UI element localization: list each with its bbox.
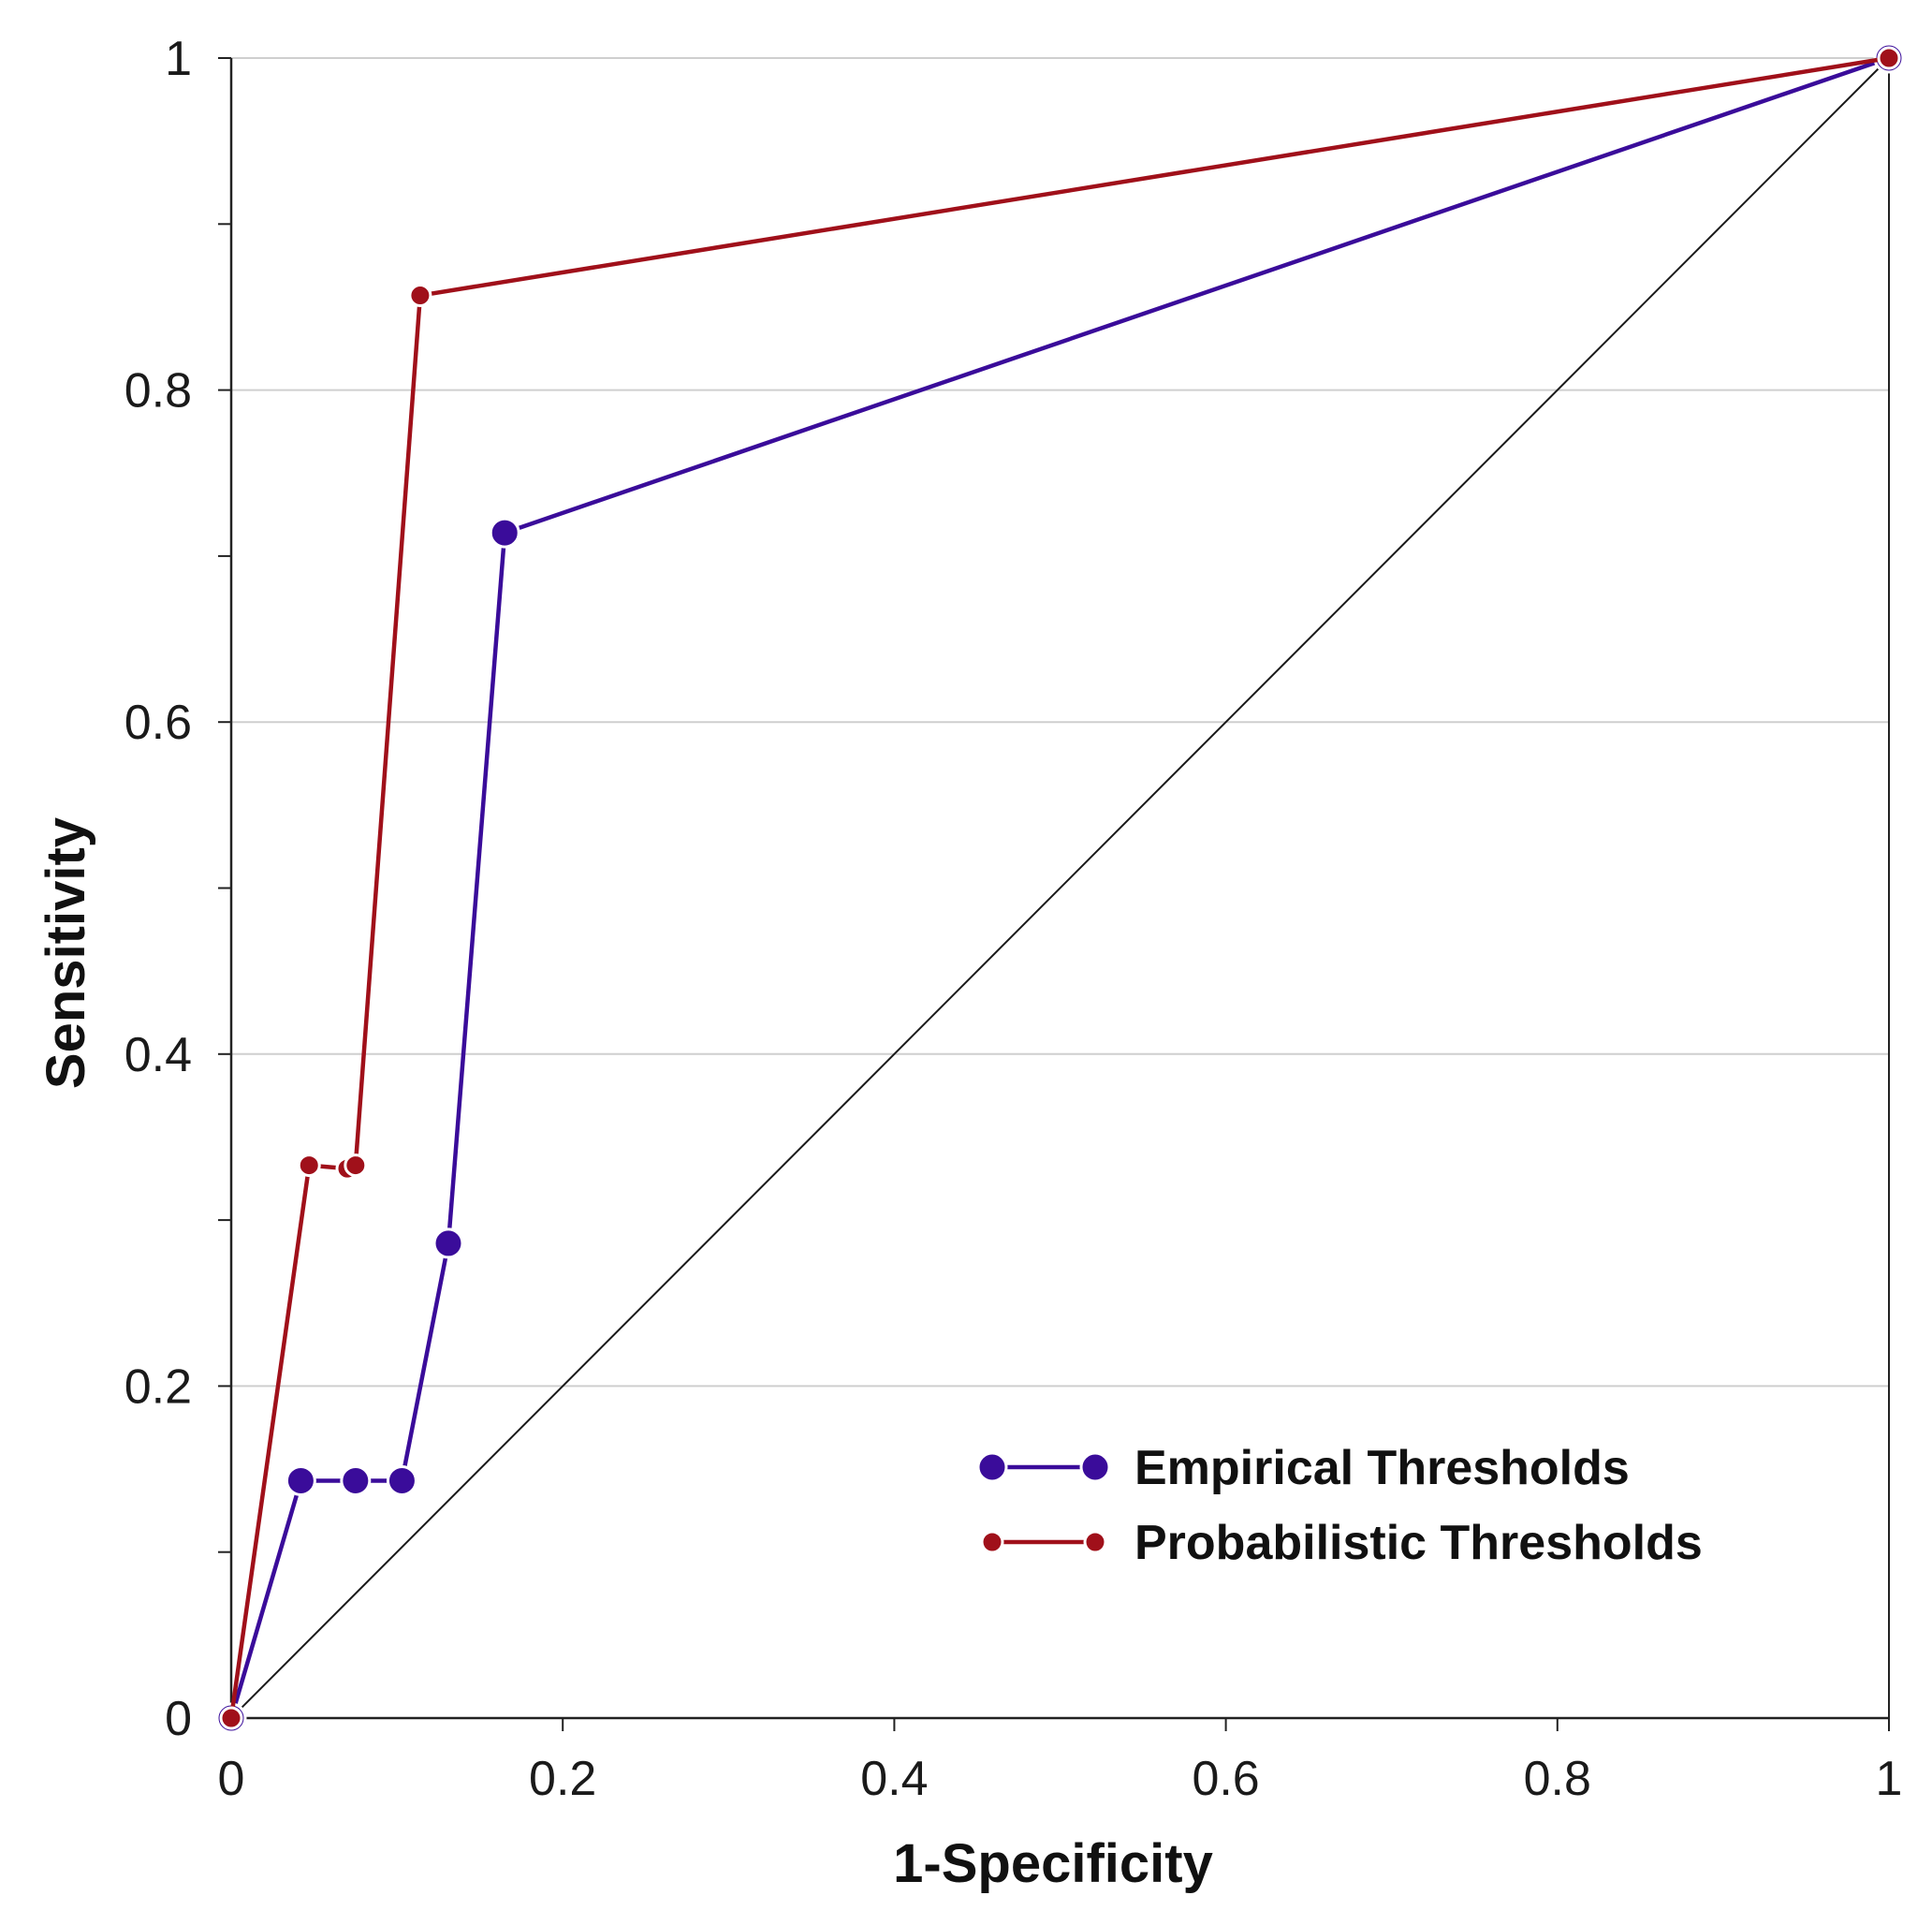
y-tick-label-1: 0.2: [124, 1359, 192, 1414]
series-0-point-2: [340, 1464, 372, 1496]
y-tick-label-0: 0: [165, 1692, 192, 1746]
series-0-point-1: [285, 1464, 316, 1496]
legend-label-1: Probabilistic Thresholds: [1134, 1516, 1703, 1570]
series-1: [219, 46, 1901, 1730]
y-tick-label-3: 0.6: [124, 696, 192, 750]
series-1-point-5: [1877, 46, 1901, 70]
series-1-point-1: [297, 1154, 321, 1178]
legend-marker-right-1: [1083, 1530, 1107, 1554]
legend: Empirical Thresholds Probabilistic Thresh…: [976, 1441, 1703, 1570]
chance-diagonal-line: [230, 57, 1890, 1719]
legend-entry-1: Probabilistic Thresholds: [980, 1516, 1703, 1570]
series-1-point-3: [344, 1154, 368, 1178]
grid-lines: [231, 57, 1889, 1388]
series-1-point-4: [408, 284, 432, 308]
legend-label-0: Empirical Thresholds: [1134, 1441, 1630, 1495]
series-0-point-3: [386, 1464, 417, 1496]
legend-marker-left-1: [980, 1530, 1004, 1554]
series-layer: [215, 42, 1905, 1734]
x-tick-label-1: 0.2: [529, 1752, 596, 1806]
x-tick-label-3: 0.6: [1192, 1752, 1259, 1806]
x-tick-label-0: 0: [218, 1752, 245, 1806]
y-tick-label-5: 1: [165, 32, 192, 86]
x-axis-title: 1-Specificity: [893, 1833, 1213, 1894]
y-tick-label-4: 0.8: [124, 364, 192, 419]
x-tick-label-4: 0.8: [1524, 1752, 1591, 1806]
x-tick-label-5: 1: [1876, 1752, 1903, 1806]
series-0-point-5: [489, 517, 520, 549]
legend-entry-0: Empirical Thresholds: [976, 1441, 1630, 1495]
tick-labels: 0 0.2 0.4 0.6 0.8 1 0 0.2 0.4 0.6 0.8 1: [124, 32, 1903, 1806]
series-1-point-0: [219, 1706, 243, 1730]
y-tick-label-2: 0.4: [124, 1028, 192, 1082]
legend-marker-left-0: [976, 1451, 1008, 1483]
series-0-point-4: [432, 1227, 464, 1259]
series-0: [215, 42, 1905, 1734]
y-axis-title: Sensitivity: [36, 817, 96, 1089]
reference-diagonal: [230, 57, 1890, 1719]
axes: [218, 57, 1890, 1731]
x-tick-label-2: 0.4: [860, 1752, 928, 1806]
legend-marker-right-0: [1079, 1451, 1111, 1483]
